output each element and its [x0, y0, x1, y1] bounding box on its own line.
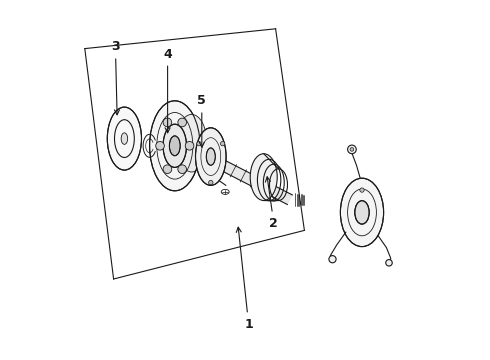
Circle shape — [163, 118, 172, 127]
Text: 1: 1 — [236, 227, 253, 330]
Circle shape — [329, 256, 336, 263]
Text: 4: 4 — [163, 48, 172, 133]
Ellipse shape — [355, 201, 369, 224]
Ellipse shape — [360, 188, 364, 192]
Ellipse shape — [163, 124, 187, 167]
Circle shape — [185, 141, 194, 150]
Circle shape — [178, 118, 187, 127]
Circle shape — [163, 165, 172, 174]
Ellipse shape — [206, 148, 215, 165]
Ellipse shape — [250, 154, 277, 201]
Text: 2: 2 — [266, 177, 278, 230]
Ellipse shape — [149, 101, 200, 191]
Ellipse shape — [121, 133, 127, 144]
Circle shape — [156, 141, 164, 150]
Polygon shape — [221, 161, 293, 204]
Circle shape — [350, 148, 354, 151]
Ellipse shape — [196, 128, 226, 185]
Circle shape — [209, 180, 213, 185]
Ellipse shape — [176, 114, 207, 172]
Text: 3: 3 — [111, 40, 120, 115]
Circle shape — [178, 165, 187, 174]
Circle shape — [220, 141, 225, 146]
Circle shape — [386, 260, 392, 266]
Ellipse shape — [341, 178, 384, 247]
Circle shape — [347, 145, 356, 154]
Ellipse shape — [170, 136, 180, 156]
Ellipse shape — [107, 107, 142, 170]
Circle shape — [197, 141, 201, 146]
Text: 5: 5 — [197, 94, 206, 147]
